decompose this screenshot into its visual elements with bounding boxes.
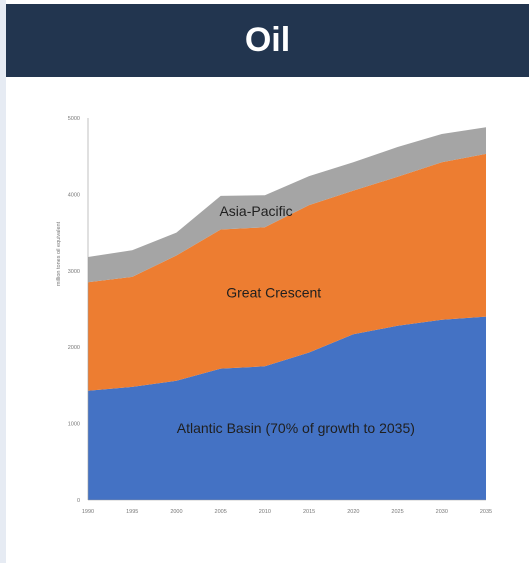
x-tick-label: 2015 xyxy=(303,509,315,515)
y-tick-label: 1000 xyxy=(68,422,80,428)
chart-area: 0 1000 2000 3000 4000 5000 1990 1995 2000 2005 201… xyxy=(26,100,504,525)
x-tick-label: 1995 xyxy=(126,509,138,515)
x-tick-label: 2005 xyxy=(215,509,227,515)
title-bar: Oil xyxy=(6,4,529,77)
x-tick-label: 2020 xyxy=(347,509,359,515)
x-tick-label: 2000 xyxy=(170,509,182,515)
series-label-great-crescent: Great Crescent xyxy=(226,285,321,301)
y-tick-label: 0 xyxy=(77,498,80,504)
x-tick-label: 1990 xyxy=(82,509,94,515)
stacked-area-chart: 0 1000 2000 3000 4000 5000 1990 1995 2000 2005 201… xyxy=(56,116,492,515)
series-label-atlantic-basin: Atlantic Basin (70% of growth to 2035) xyxy=(177,420,415,436)
y-tick-label: 5000 xyxy=(68,116,80,122)
x-tick-label: 2010 xyxy=(259,509,271,515)
x-tick-label: 2035 xyxy=(480,509,492,515)
area-atlantic-basin xyxy=(88,316,486,500)
x-tick-label: 2025 xyxy=(391,509,403,515)
y-tick-label: 4000 xyxy=(68,192,80,198)
y-tick-label: 3000 xyxy=(68,269,80,275)
y-tick-label: 2000 xyxy=(68,345,80,351)
page-title: Oil xyxy=(244,21,291,59)
y-axis-label: million tones oil equivalent xyxy=(56,221,62,286)
area-asia-pacific xyxy=(88,127,486,283)
series-label-asia-pacific: Asia-Pacific xyxy=(219,203,292,219)
area-great-crescent xyxy=(88,153,486,391)
x-tick-label: 2030 xyxy=(436,509,448,515)
